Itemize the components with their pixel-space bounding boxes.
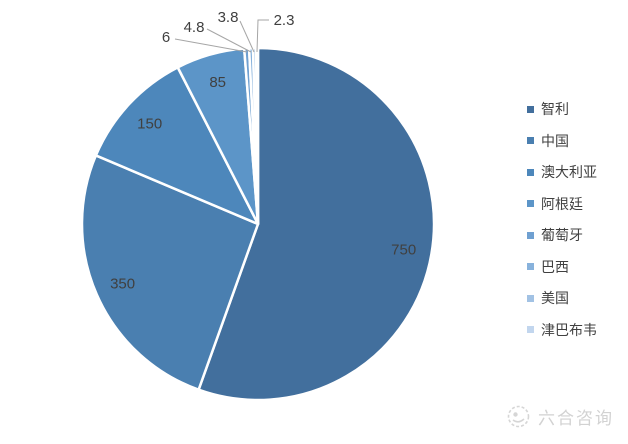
legend-item: 智利 (527, 102, 597, 116)
leader-line (239, 20, 255, 53)
pie-slice (80, 154, 260, 391)
pie-slice (94, 66, 260, 226)
legend-label: 美国 (541, 290, 569, 306)
legend-label: 智利 (541, 101, 569, 117)
legend: 智利中国澳大利亚阿根廷葡萄牙巴西美国津巴布韦 (527, 102, 597, 337)
legend-label: 葡萄牙 (541, 227, 583, 243)
legend-item: 巴西 (527, 260, 597, 274)
leader-line (256, 19, 269, 53)
legend-marker (527, 200, 534, 207)
legend-label: 津巴布韦 (541, 321, 597, 338)
slice-label: 150 (137, 116, 162, 133)
legend-item: 美国 (527, 291, 597, 305)
slice-label: 750 (391, 242, 416, 259)
legend-item: 葡萄牙 (527, 228, 597, 242)
outside-slice-label: 2.3 (274, 12, 295, 29)
outside-slice-label: 4.8 (184, 19, 205, 36)
legend-label: 阿根廷 (541, 195, 583, 212)
slice-label: 350 (110, 276, 135, 293)
legend-item: 中国 (527, 134, 597, 148)
outside-slice-label: 6 (162, 29, 170, 46)
legend-marker (527, 231, 534, 239)
pie-slice (197, 46, 436, 402)
legend-marker (527, 168, 534, 176)
legend-label: 澳大利亚 (541, 164, 597, 180)
watermark-text: 六合咨询 (538, 409, 614, 428)
outside-slice-label: 3.8 (218, 9, 239, 26)
legend-item: 阿根廷 (527, 197, 597, 211)
legend-marker (527, 326, 534, 333)
leader-line (206, 28, 252, 53)
watermark: 六合咨询 (506, 404, 614, 429)
legend-marker (527, 263, 534, 270)
legend-label: 巴西 (541, 258, 569, 275)
leader-line (174, 38, 248, 53)
legend-marker (527, 137, 534, 144)
slice-label: 85 (209, 74, 226, 91)
legend-item: 津巴布韦 (527, 323, 597, 337)
legend-marker (527, 294, 534, 302)
legend-label: 中国 (541, 132, 569, 149)
legend-marker (527, 105, 534, 113)
legend-item: 澳大利亚 (527, 165, 597, 179)
liuhe-logo-icon (507, 405, 530, 428)
